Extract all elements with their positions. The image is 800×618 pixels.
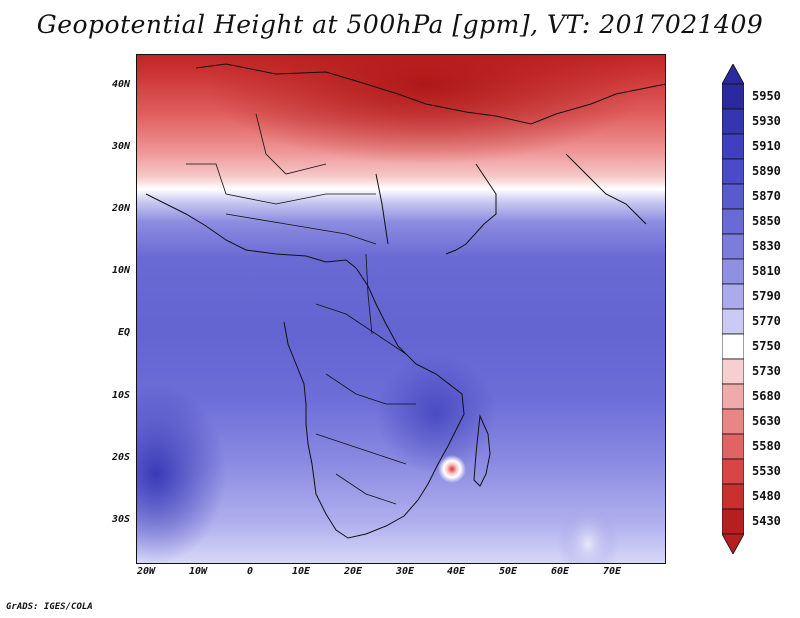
colorbar-swatch (722, 133, 744, 160)
x-tick-label: 70E (602, 566, 622, 577)
border-1 (186, 163, 376, 205)
colorbar-top-arrow (722, 64, 744, 85)
coast-horn (445, 163, 497, 255)
colorbar-swatch (722, 283, 744, 310)
y-tick-label: 20S (111, 452, 130, 463)
border-7 (335, 473, 397, 505)
x-tick-label: 40E (446, 566, 466, 577)
x-tick-label: 20W (136, 566, 156, 577)
border-4 (315, 303, 407, 355)
y-tick-label: 30N (111, 141, 130, 152)
colorbar-label: 5730 (752, 363, 781, 378)
border-5 (325, 373, 416, 405)
colorbar-label: 5480 (752, 488, 781, 503)
geopotential-map (86, 4, 667, 584)
x-tick-label: 30E (395, 566, 415, 577)
y-tick-label: 10N (111, 265, 130, 276)
colorbar-swatch (722, 83, 744, 110)
y-tick-label: 30S (111, 514, 130, 525)
colorbar-swatch (722, 258, 744, 285)
colorbar-swatch (722, 383, 744, 410)
border-2 (225, 213, 377, 245)
border-6 (315, 433, 407, 465)
colorbar-swatch (722, 433, 744, 460)
x-tick-label: 10W (188, 566, 208, 577)
y-tick-label: EQ (117, 327, 130, 338)
colorbar-label: 5580 (752, 438, 781, 453)
colorbar-swatch (722, 233, 744, 260)
colorbar-swatch (722, 158, 744, 185)
colorbar-label: 5850 (752, 213, 781, 228)
colorbar-label: 5750 (752, 338, 781, 353)
colorbar-swatch (722, 408, 744, 435)
colorbar-swatch (722, 333, 744, 360)
coastlines (145, 63, 667, 539)
colorbar-label: 5790 (752, 288, 781, 303)
colorbar-swatch (722, 358, 744, 385)
map-panel (86, 4, 667, 584)
credit-text: GrADS: IGES/COLA (6, 602, 93, 612)
coast-arabia-india (565, 153, 647, 225)
cyclone-spot (438, 455, 466, 483)
x-tick-label: 50E (498, 566, 518, 577)
border-3 (255, 113, 327, 175)
colorbar-label: 5630 (752, 413, 781, 428)
x-tick-label: 10E (291, 566, 311, 577)
colorbar-label: 5830 (752, 238, 781, 253)
colorbar-label: 5680 (752, 388, 781, 403)
colorbar-label: 5870 (752, 188, 781, 203)
colorbar-label: 5770 (752, 313, 781, 328)
y-tick-label: 40N (111, 79, 130, 90)
colorbar-swatch (722, 183, 744, 210)
colorbar-label: 5430 (752, 513, 781, 528)
red-sea (375, 173, 389, 245)
colorbar-label: 5910 (752, 138, 781, 153)
map-title: Geopotential Height at 500hPa [gpm], VT:… (36, 10, 764, 39)
colorbar-label: 5950 (752, 88, 781, 103)
map-frame (136, 54, 666, 564)
colorbar-swatch (722, 483, 744, 510)
y-tick-label: 20N (111, 203, 130, 214)
x-tick-label: 20E (343, 566, 363, 577)
colorbar (722, 64, 744, 554)
colorbar-swatch (722, 208, 744, 235)
colorbar-swatch (722, 308, 744, 335)
border-8 (365, 253, 373, 335)
x-tick-label: 60E (550, 566, 570, 577)
colorbar-swatch (722, 108, 744, 135)
colorbar-label: 5810 (752, 263, 781, 278)
colorbar-bottom-arrow (722, 533, 744, 554)
colorbar-label: 5530 (752, 463, 781, 478)
country-borders (186, 113, 416, 505)
coast-madagascar (473, 414, 491, 487)
x-tick-label: 0 (246, 566, 254, 577)
colorbar-label: 5890 (752, 163, 781, 178)
coast-africa (145, 193, 465, 539)
colorbar-swatch (722, 458, 744, 485)
colorbar-label: 5930 (752, 113, 781, 128)
colorbar-swatch (722, 508, 744, 535)
coast-north (195, 63, 667, 125)
southeast-blob (376, 354, 496, 474)
y-tick-label: 10S (111, 390, 130, 401)
